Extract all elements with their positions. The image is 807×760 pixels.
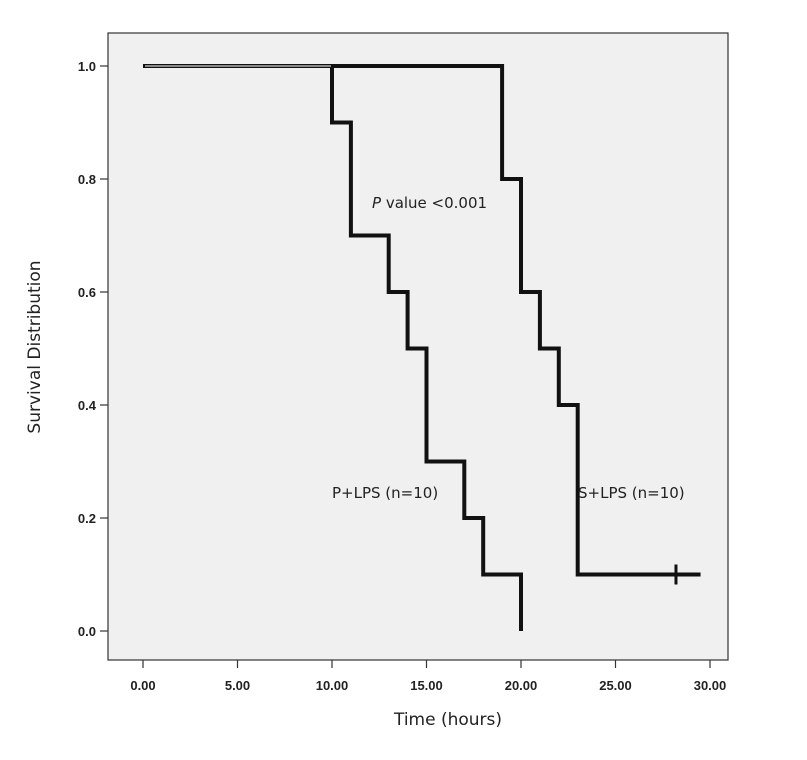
x-tick-label: 0.00 (130, 678, 155, 693)
y-tick-label: 0.2 (78, 511, 96, 526)
series-line-s-lps (143, 64, 701, 577)
y-axis: 0.0 0.2 0.4 0.6 0.8 1.0 (78, 59, 108, 639)
x-tick-label: 5.00 (225, 678, 250, 693)
y-tick-label: 1.0 (78, 59, 96, 74)
series-label-p-lps: P+LPS (n=10) (332, 484, 438, 502)
series-line-p-lps (143, 64, 523, 631)
y-tick-label: 0.4 (78, 398, 97, 413)
x-tick-label: 10.00 (316, 678, 349, 693)
y-tick-label: 0.8 (78, 172, 96, 187)
series-layer (143, 64, 701, 631)
p-value-annotation: P value <0.001 (372, 194, 487, 212)
x-tick-label: 30.00 (694, 678, 727, 693)
p-value-italic: P (372, 194, 382, 212)
x-tick-label: 25.00 (599, 678, 632, 693)
series-label-s-lps: S+LPS (n=10) (578, 484, 685, 502)
y-tick-label: 0.6 (78, 285, 96, 300)
p-value-text: value <0.001 (381, 194, 487, 212)
x-axis: 0.00 5.00 10.00 15.00 20.00 25.00 30.00 (130, 660, 726, 693)
y-tick-label: 0.0 (78, 624, 96, 639)
x-tick-label: 15.00 (410, 678, 443, 693)
y-axis-title: Survival Distribution (25, 260, 45, 433)
x-axis-title: Time (hours) (393, 710, 502, 730)
x-tick-label: 20.00 (505, 678, 538, 693)
